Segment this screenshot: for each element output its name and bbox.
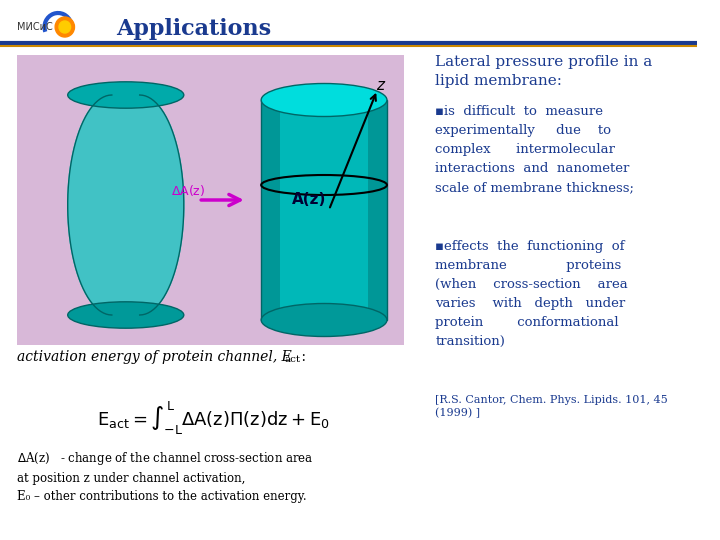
Text: МИСиС: МИСиС xyxy=(17,22,53,32)
Text: ▪is  difficult  to  measure
experimentally     due    to
complex      intermolec: ▪is difficult to measure experimentally … xyxy=(436,105,634,194)
Text: $\mathrm{E_{act} = \int_{-L}^{L} \Delta A(z)\Pi(z)dz + E_0}$: $\mathrm{E_{act} = \int_{-L}^{L} \Delta … xyxy=(96,400,330,437)
Ellipse shape xyxy=(261,303,387,336)
Ellipse shape xyxy=(261,84,387,117)
Ellipse shape xyxy=(68,82,184,108)
FancyBboxPatch shape xyxy=(261,100,280,320)
Text: [R.S. Cantor, Chem. Phys. Lipids. 101, 45
(1999) ]: [R.S. Cantor, Chem. Phys. Lipids. 101, 4… xyxy=(436,395,668,418)
Polygon shape xyxy=(68,95,184,315)
Text: Applications: Applications xyxy=(116,18,271,40)
FancyBboxPatch shape xyxy=(368,100,387,320)
Circle shape xyxy=(59,21,71,33)
Circle shape xyxy=(55,17,74,37)
FancyBboxPatch shape xyxy=(17,55,405,345)
Text: z: z xyxy=(376,78,384,92)
Text: ▪effects  the  functioning  of
membrane              proteins
(when    cross-sec: ▪effects the functioning of membrane pro… xyxy=(436,240,628,348)
Text: $\Delta$A(z)   - change of the channel cross-section area
at position z under ch: $\Delta$A(z) - change of the channel cro… xyxy=(17,450,314,503)
Text: activation energy of protein channel, E: activation energy of protein channel, E xyxy=(17,350,292,364)
Text: act: act xyxy=(284,355,300,364)
Text: $\Delta$A(z): $\Delta$A(z) xyxy=(171,183,206,198)
Polygon shape xyxy=(68,95,184,315)
Ellipse shape xyxy=(68,302,184,328)
Text: A(z): A(z) xyxy=(292,192,327,207)
Text: :: : xyxy=(297,350,306,364)
FancyBboxPatch shape xyxy=(261,100,387,320)
Text: Lateral pressure profile in a
lipid membrane:: Lateral pressure profile in a lipid memb… xyxy=(436,55,652,89)
